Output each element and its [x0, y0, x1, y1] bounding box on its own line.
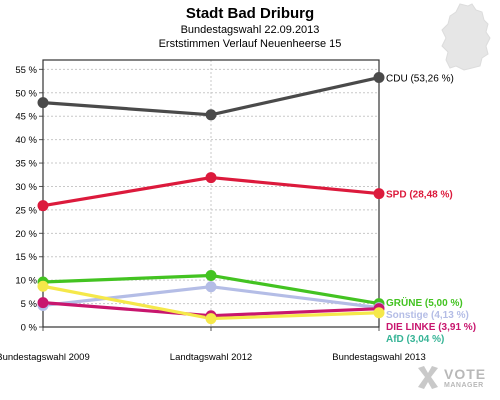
label-layer: CDU (53,26 %) SPD (28,48 %) GRÜNE (5,00 %)…: [386, 74, 476, 345]
y-tick-label: 40 %: [15, 135, 37, 146]
chart-subtitle-2: Erststimmen Verlauf Neuenheerse 15: [158, 38, 342, 50]
x-tick-label: Landtagswahl 2012: [170, 352, 252, 363]
logo-text-vote: VOTE: [444, 366, 487, 382]
vote-manager-logo: VOTE MANAGER: [414, 362, 494, 396]
data-point-afd: [373, 307, 385, 319]
data-point-sonstige: [205, 281, 217, 293]
data-point-die-linke: [37, 297, 49, 309]
y-tick-label: 50 %: [15, 88, 37, 99]
y-tick-label: 55 %: [15, 65, 37, 76]
logo-text-manager: MANAGER: [444, 382, 484, 389]
y-tick-label: 10 %: [15, 276, 37, 287]
y-tick-label: 20 %: [15, 229, 37, 240]
x-tick-label: Bundestagswahl 2013: [332, 352, 426, 363]
series-end-label: DIE LINKE (3,91 %): [386, 322, 476, 333]
chart-title: Stadt Bad Driburg: [185, 5, 315, 22]
chart-subtitle: Bundestagswahl 22.09.2013: [180, 24, 320, 36]
y-tick-label: 35 %: [15, 159, 37, 170]
series-end-label: AfD (3,04 %): [386, 334, 444, 345]
series-end-label: SPD (28,48 %): [386, 190, 453, 201]
data-point-spd: [373, 188, 385, 200]
series-end-label: Sonstige (4,13 %): [386, 310, 469, 321]
y-tick-label: 25 %: [15, 205, 37, 216]
y-tick-label: 30 %: [15, 182, 37, 193]
y-tick-label: 0 %: [21, 323, 38, 334]
series-layer: [37, 72, 385, 325]
y-tick-label: 45 %: [15, 112, 37, 123]
data-point-afd: [205, 313, 217, 325]
axis-layer: 0 % 5 % 10 % 15 % 20 % 25 % 30 % 35 % 40 % 45 % 50…: [0, 59, 426, 363]
y-tick-label: 15 %: [15, 252, 37, 263]
data-point-spd: [205, 172, 217, 184]
y-tick-label: 5 %: [21, 299, 38, 310]
series-end-label: CDU (53,26 %): [386, 74, 454, 85]
data-point-cdu: [205, 109, 217, 121]
data-point-afd: [37, 280, 49, 292]
series-end-label: GRÜNE (5,00 %): [386, 296, 463, 309]
vote-manager-x-icon: [418, 366, 438, 389]
data-point-cdu: [373, 72, 385, 84]
data-point-cdu: [37, 97, 49, 109]
germany-map-icon: [441, 3, 491, 71]
x-tick-label: Bundestagswahl 2009: [0, 352, 90, 363]
data-point-spd: [37, 200, 49, 212]
chart-header: Stadt Bad Driburg Bundestagswahl 22.09.2…: [0, 0, 500, 51]
data-point-gr-ne: [205, 269, 217, 281]
